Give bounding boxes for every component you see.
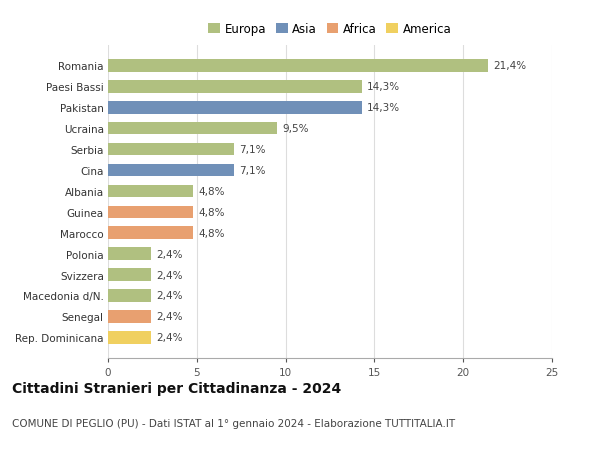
Bar (108, 164, 234, 177)
Text: 21,4%: 21,4% (493, 62, 527, 71)
Text: 4,8%: 4,8% (199, 228, 225, 238)
Bar (108, 102, 362, 114)
Text: 2,4%: 2,4% (156, 249, 182, 259)
Text: 7,1%: 7,1% (239, 166, 266, 176)
Text: 2,4%: 2,4% (156, 333, 182, 342)
Text: 7,1%: 7,1% (239, 145, 266, 155)
Bar (108, 185, 193, 198)
Text: 2,4%: 2,4% (156, 291, 182, 301)
Bar (108, 144, 234, 156)
Text: 2,4%: 2,4% (156, 312, 182, 322)
Bar (108, 310, 151, 323)
Legend: Europa, Asia, Africa, America: Europa, Asia, Africa, America (206, 21, 454, 38)
Bar (108, 269, 151, 281)
Bar (108, 290, 151, 302)
Text: COMUNE DI PEGLIO (PU) - Dati ISTAT al 1° gennaio 2024 - Elaborazione TUTTITALIA.: COMUNE DI PEGLIO (PU) - Dati ISTAT al 1°… (12, 418, 455, 428)
Text: 4,8%: 4,8% (199, 186, 225, 196)
Text: 14,3%: 14,3% (367, 82, 400, 92)
Text: 14,3%: 14,3% (367, 103, 400, 113)
Bar (108, 81, 362, 94)
Bar (108, 123, 277, 135)
Bar (108, 248, 151, 260)
Text: 4,8%: 4,8% (199, 207, 225, 218)
Bar (108, 331, 151, 344)
Text: 2,4%: 2,4% (156, 270, 182, 280)
Text: 9,5%: 9,5% (282, 124, 308, 134)
Bar (108, 227, 193, 240)
Text: Cittadini Stranieri per Cittadinanza - 2024: Cittadini Stranieri per Cittadinanza - 2… (12, 381, 341, 395)
Bar (108, 206, 193, 218)
Bar (108, 60, 488, 73)
